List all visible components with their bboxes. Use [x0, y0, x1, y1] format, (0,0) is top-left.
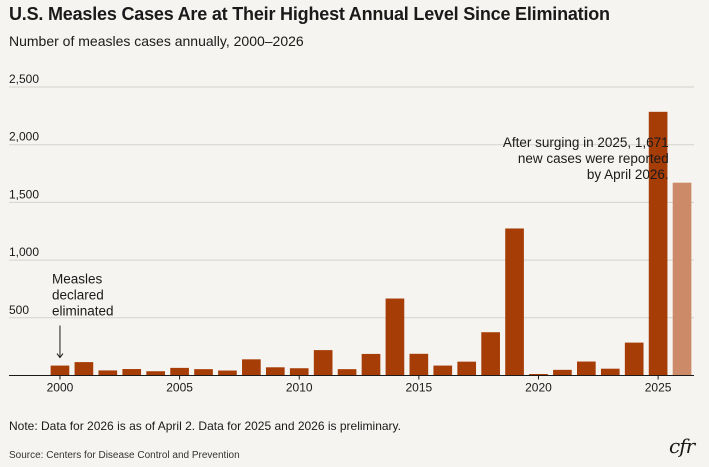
annotation-elimination-line: eliminated — [52, 303, 114, 318]
bar-2012 — [337, 369, 357, 376]
bar-2020 — [529, 373, 548, 376]
x-tick-label: 2015 — [406, 381, 433, 395]
bar-2005 — [170, 367, 189, 376]
chart-subtitle: Number of measles cases annually, 2000–2… — [9, 33, 304, 49]
bar-2024 — [624, 342, 644, 376]
x-tick-label: 2020 — [525, 381, 552, 395]
y-tick-label: 1,500 — [9, 187, 39, 201]
x-tick-label: 2005 — [166, 381, 193, 395]
bar-2025 — [648, 111, 668, 376]
bar-2007 — [218, 370, 237, 376]
x-axis-ticks: 2000 2005 2010 2015 2020 2025 — [47, 375, 672, 395]
bar-2013 — [361, 353, 381, 376]
cfr-logo: cfr — [669, 434, 695, 458]
chart-note: Note: Data for 2026 is as of April 2. Da… — [9, 419, 401, 433]
y-tick-label: 500 — [9, 303, 29, 317]
chart-title: U.S. Measles Cases Are at Their Highest … — [9, 4, 610, 24]
y-tick-label: 2,500 — [9, 72, 39, 86]
x-tick-label: 2000 — [47, 381, 74, 395]
bar-2018 — [481, 332, 500, 376]
bar-2009 — [265, 367, 285, 376]
bar-2026 — [672, 182, 692, 376]
bar-2002 — [98, 370, 118, 376]
bar-2016 — [433, 365, 453, 376]
annotation-arrow-head — [56, 353, 64, 359]
bar-2006 — [194, 369, 213, 376]
chart-source: Source: Centers for Disease Control and … — [9, 450, 240, 461]
annotation-2026-line: by April 2026. — [587, 167, 669, 182]
bar-2001 — [74, 362, 94, 376]
bar-2022 — [577, 361, 596, 376]
bar-2021 — [553, 369, 572, 376]
y-axis-ticks: 500 1,000 1,500 2,000 2,500 — [9, 72, 39, 317]
y-tick-label: 2,000 — [9, 130, 39, 144]
x-tick-label: 2010 — [286, 381, 313, 395]
bar-2010 — [289, 368, 309, 376]
bar-2000 — [50, 365, 70, 376]
bar-2008 — [242, 359, 261, 376]
annotation-elimination-line: declared — [52, 287, 104, 302]
bar-2017 — [457, 361, 477, 376]
bar-2023 — [600, 368, 620, 376]
annotation-2026-line: new cases were reported — [518, 151, 669, 166]
y-tick-label: 1,000 — [9, 245, 39, 259]
annotation-elimination-line: Measles — [52, 271, 103, 286]
grid-lines — [9, 86, 694, 319]
bar-2014 — [385, 298, 405, 376]
annotation-2026-line: After surging in 2025, 1,671 — [503, 135, 669, 150]
bar-2004 — [146, 371, 165, 376]
bar-2019 — [505, 228, 524, 376]
bar-2011 — [313, 350, 333, 376]
bar-chart: 500 1,000 1,500 2,000 2,500 2000 2005 2010 2015… — [9, 72, 694, 395]
bar-2003 — [122, 369, 142, 376]
bars — [50, 111, 692, 376]
bar-2015 — [409, 353, 429, 376]
x-tick-label: 2025 — [645, 381, 672, 395]
